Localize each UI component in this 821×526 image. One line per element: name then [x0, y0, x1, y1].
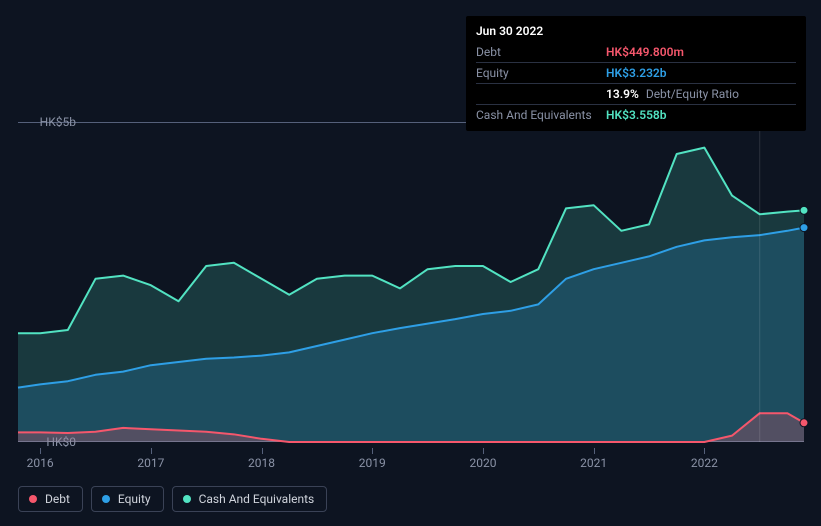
tooltip-row-label: Debt: [476, 45, 606, 59]
x-axis-label: 2021: [580, 456, 607, 470]
tooltip-row: 13.9% Debt/Equity Ratio: [476, 84, 796, 105]
chart-svg: [18, 122, 804, 442]
chart-legend: Debt Equity Cash And Equivalents: [18, 486, 327, 512]
tooltip-row-label: Equity: [476, 66, 606, 80]
tooltip-row-value: HK$3.558b: [606, 108, 667, 122]
tooltip-row-value: HK$449.800m: [606, 45, 684, 59]
tooltip-row-value: HK$3.232b: [606, 66, 667, 80]
tooltip-date: Jun 30 2022: [476, 24, 796, 38]
legend-item-label: Debt: [45, 492, 70, 506]
tooltip-row-value: 13.9% Debt/Equity Ratio: [606, 87, 739, 101]
x-axis-label: 2020: [469, 456, 496, 470]
legend-dot-icon: [102, 495, 110, 503]
legend-item[interactable]: Debt: [18, 486, 83, 512]
legend-dot-icon: [183, 495, 191, 503]
tooltip-row: DebtHK$449.800m: [476, 42, 796, 63]
tooltip-row: EquityHK$3.232b: [476, 63, 796, 84]
tooltip-row-label: [476, 87, 606, 101]
x-axis-label: 2017: [137, 456, 164, 470]
x-axis-label: 2019: [359, 456, 386, 470]
x-axis-label: 2018: [248, 456, 275, 470]
chart-tooltip: Jun 30 2022 DebtHK$449.800mEquityHK$3.23…: [466, 16, 806, 131]
x-axis: 2016 2017 2018 2019 2020 2021 2022: [18, 448, 804, 468]
legend-item[interactable]: Equity: [91, 486, 164, 512]
legend-item-label: Equity: [118, 492, 151, 506]
legend-item[interactable]: Cash And Equivalents: [172, 486, 328, 512]
tooltip-row: Cash And EquivalentsHK$3.558b: [476, 105, 796, 125]
legend-item-label: Cash And Equivalents: [199, 492, 315, 506]
tooltip-row-sublabel: Debt/Equity Ratio: [643, 87, 739, 101]
legend-dot-icon: [29, 495, 37, 503]
tooltip-row-label: Cash And Equivalents: [476, 108, 606, 122]
chart-plot-area: HK$5b HK$0: [18, 122, 804, 442]
x-axis-label: 2022: [691, 456, 718, 470]
x-axis-label: 2016: [27, 456, 54, 470]
